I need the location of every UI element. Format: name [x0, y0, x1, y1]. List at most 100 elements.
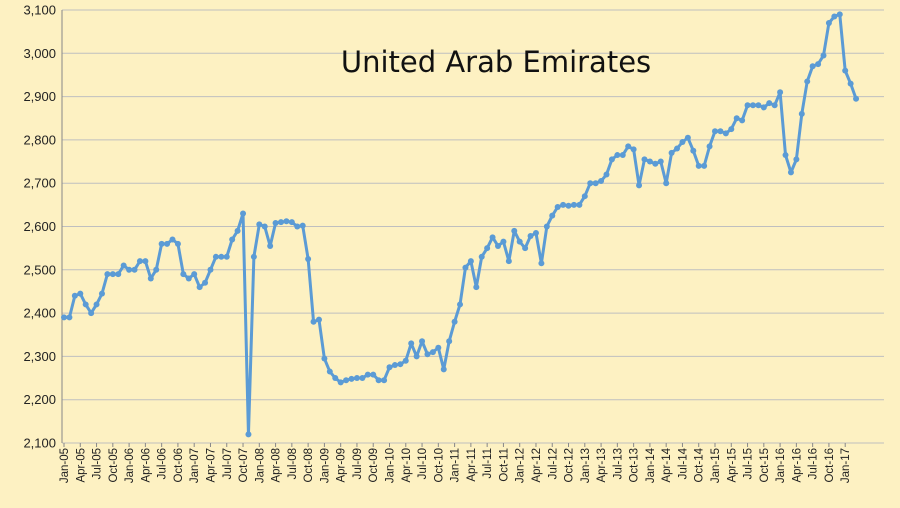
data-point [397, 361, 404, 368]
data-point [61, 314, 67, 321]
data-point [408, 340, 415, 347]
data-point [592, 180, 599, 187]
x-tick-label: Jan-12 [515, 448, 527, 483]
x-tick-label: Oct-09 [368, 448, 380, 483]
x-tick-label: Oct-08 [303, 448, 315, 483]
data-point [223, 253, 230, 260]
data-point [120, 262, 127, 269]
x-tick-label: Apr-15 [726, 448, 738, 483]
data-point [359, 375, 366, 382]
data-point [674, 145, 681, 152]
data-point [619, 152, 626, 159]
x-tick-label: Apr-16 [791, 448, 803, 483]
x-tick-label: Jan-11 [450, 448, 462, 482]
x-tick-label: Oct-15 [759, 448, 771, 483]
x-tick-label: Jan-05 [59, 448, 71, 483]
data-point [348, 375, 355, 382]
x-tick-label: Jan-07 [189, 448, 201, 483]
data-point [435, 344, 442, 351]
x-tick-label: Apr-12 [531, 448, 543, 483]
x-tick-label: Oct-12 [564, 448, 576, 483]
data-point [760, 104, 767, 111]
data-point [847, 80, 854, 87]
data-point [538, 260, 545, 267]
data-point [554, 204, 561, 211]
x-tick-label: Jul-14 [677, 447, 689, 479]
data-point [218, 253, 225, 260]
data-point [478, 253, 485, 260]
data-point [278, 219, 284, 226]
data-point [804, 78, 811, 85]
data-point [164, 240, 171, 247]
x-tick-label: Jul-11 [482, 448, 494, 478]
data-point [299, 222, 306, 229]
data-point [126, 266, 133, 273]
x-tick-label: Jul-05 [92, 448, 104, 479]
data-point [787, 169, 794, 176]
data-point [66, 314, 73, 321]
data-point [462, 264, 469, 271]
data-point [543, 223, 550, 230]
data-point [174, 240, 181, 247]
data-point [836, 11, 843, 18]
data-point [98, 290, 105, 297]
x-tick-label: Jan-16 [775, 448, 787, 483]
data-point [250, 253, 257, 260]
data-point [576, 201, 583, 208]
data-point [771, 102, 778, 109]
x-tick-label: Jan-10 [385, 448, 397, 483]
data-point [842, 67, 849, 74]
data-point [706, 143, 713, 150]
data-point [256, 221, 263, 228]
data-point [185, 275, 192, 282]
data-point [625, 143, 632, 150]
data-point [467, 258, 474, 265]
series-layer [61, 11, 860, 438]
data-point [641, 156, 648, 163]
x-tick-label: Jul-06 [157, 448, 169, 479]
x-tick-label: Jan-15 [710, 448, 722, 483]
data-point [608, 156, 615, 163]
data-point [315, 316, 322, 323]
data-point [495, 242, 501, 249]
x-tick-label: Oct-13 [629, 448, 641, 483]
x-tick-label: Jan-09 [319, 448, 331, 483]
data-point [229, 236, 236, 243]
data-point [777, 89, 784, 96]
data-point [749, 102, 756, 109]
y-tick-label: 2,800 [23, 132, 56, 147]
data-point [364, 371, 371, 378]
data-point [473, 284, 480, 291]
data-point [326, 368, 333, 375]
data-point [109, 271, 116, 278]
x-tick-label: Jul-13 [612, 448, 624, 479]
data-point [196, 284, 203, 291]
data-point [71, 292, 78, 299]
x-tick-label: Oct-07 [238, 448, 250, 483]
data-point [717, 128, 724, 135]
data-point [321, 355, 328, 362]
data-point [825, 19, 832, 26]
data-point [663, 180, 670, 187]
data-point [180, 271, 187, 278]
x-tick-label: Oct-14 [694, 447, 706, 482]
data-point [652, 160, 659, 167]
x-tick-label: Jan-06 [124, 448, 136, 483]
data-point [212, 253, 219, 260]
x-tick-label: Jul-16 [808, 448, 820, 479]
data-point [142, 258, 149, 265]
data-point [429, 349, 436, 356]
data-point [136, 258, 143, 265]
data-point [386, 364, 393, 371]
data-point [93, 301, 100, 308]
x-tick-label: Oct-05 [108, 448, 120, 483]
data-point [560, 201, 567, 208]
y-tick-label: 2,900 [23, 89, 56, 104]
data-point [457, 301, 464, 308]
data-point [375, 377, 382, 384]
x-tick-label: Apr-14 [661, 447, 673, 482]
data-point [630, 146, 637, 153]
x-tick-label: Oct-11 [498, 448, 510, 482]
data-point [766, 100, 773, 107]
